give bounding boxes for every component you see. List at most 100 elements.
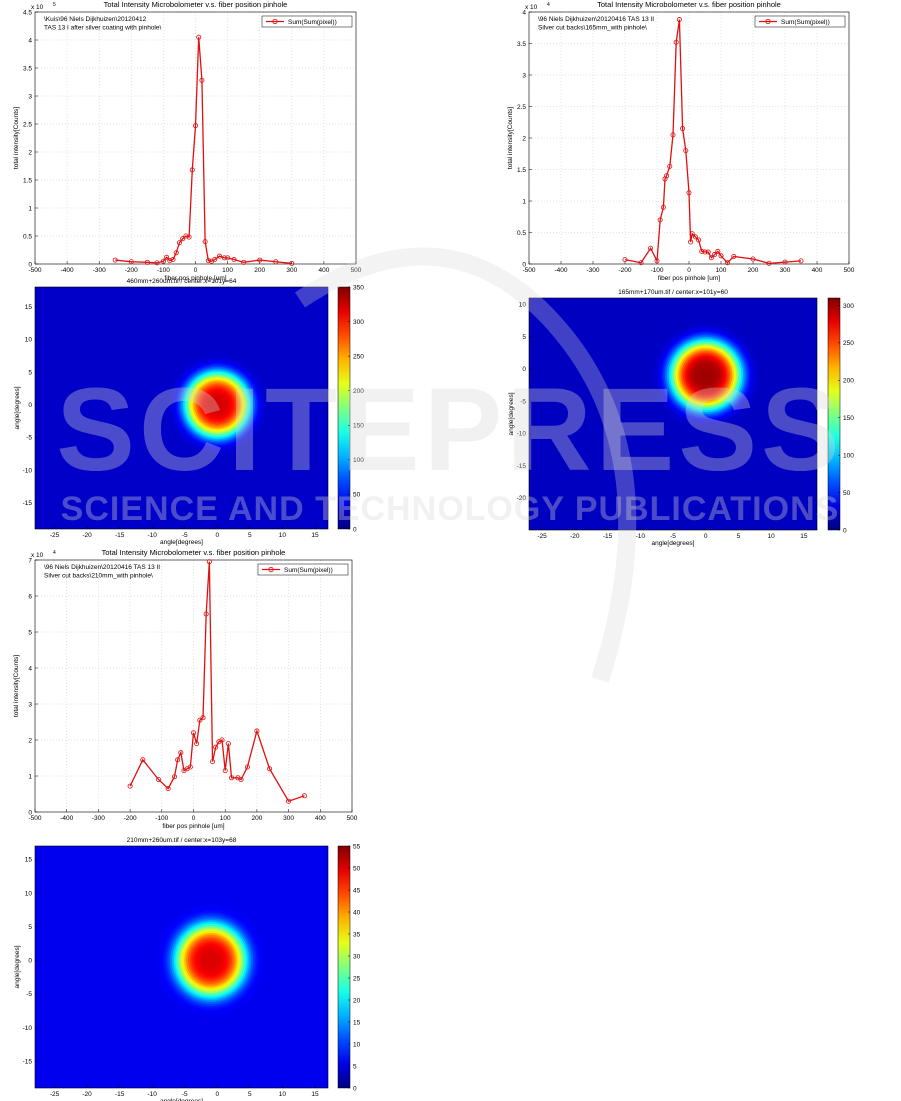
- data-point: [244, 764, 250, 770]
- x-tick-label: 15: [311, 1091, 319, 1098]
- line-chart-line2: -500 -400 -300 -200 -100 0 100 200 300 400 500 0 0.5…: [507, 0, 855, 282]
- data-point: [241, 259, 247, 265]
- x-tick-label: -300: [93, 267, 106, 274]
- data-point: [203, 611, 209, 617]
- x-tick-label: -15: [603, 533, 613, 540]
- heatmap-field: [35, 846, 328, 1088]
- heatmap-field: [35, 287, 328, 529]
- data-point: [186, 234, 192, 240]
- data-point: [257, 257, 263, 263]
- legend-box: [261, 15, 353, 28]
- data-point: [689, 231, 695, 237]
- y-tick-label: -5: [26, 991, 32, 998]
- y-tick-label: 1.5: [517, 167, 526, 174]
- line-chart-line3: -500 -400 -300 -200 -100 0 100 200 300 400 500 0 1 2 3…: [13, 548, 358, 830]
- legend-label: Sum(Sum(pixel)): [284, 567, 333, 574]
- data-point: [686, 190, 692, 196]
- colorbar-tick-label: 100: [353, 457, 364, 464]
- y-tick-label: 1: [28, 205, 32, 212]
- y-tick-label: -20: [517, 495, 527, 502]
- x-tick-label: 300: [283, 815, 294, 822]
- y-axis-label: total intensity[Counts]: [13, 655, 20, 717]
- x-tick-label: 500: [347, 815, 358, 822]
- x-tick-label: 15: [800, 533, 808, 540]
- y-exponent-power: 5: [53, 2, 56, 8]
- y-axis-label: angle[degrees]: [14, 386, 21, 429]
- x-tick-label: -15: [115, 1091, 125, 1098]
- y-tick-label: 0.5: [517, 230, 526, 237]
- data-point: [712, 252, 718, 258]
- y-tick-label: 2: [28, 149, 32, 156]
- x-tick-label: 0: [192, 815, 196, 822]
- data-point: [213, 744, 219, 750]
- x-tick-label: -5: [182, 1091, 188, 1098]
- x-tick-label: -25: [537, 533, 547, 540]
- y-tick-label: -15: [517, 463, 527, 470]
- data-point: [225, 741, 231, 747]
- x-tick-label: -500: [522, 267, 535, 274]
- y-tick-label: 4: [522, 9, 526, 16]
- data-point: [189, 167, 195, 173]
- x-tick-label: 5: [737, 533, 741, 540]
- data-point: [301, 793, 307, 799]
- data-point: [140, 757, 146, 763]
- y-exponent-label: x 10: [31, 4, 44, 11]
- x-tick-label: 0: [215, 532, 219, 539]
- y-tick-label: 5: [28, 924, 32, 931]
- x-tick-label: 500: [351, 267, 362, 274]
- x-tick-label: -10: [147, 1091, 157, 1098]
- x-tick-label: 200: [748, 267, 759, 274]
- data-point: [225, 255, 231, 261]
- colorbar: [337, 286, 351, 530]
- colorbar-tick-label: 250: [843, 340, 854, 347]
- data-point: [654, 258, 660, 264]
- y-axis-label: angle[degrees]: [14, 945, 21, 988]
- data-point: [222, 768, 228, 774]
- data-point: [199, 77, 205, 83]
- data-point: [171, 774, 177, 780]
- data-point: [173, 250, 179, 256]
- chart-annotation: TAS 13 I after silver coating with pinho…: [44, 25, 161, 32]
- line-chart-line1: -500 -400 -300 -200 -100 0 100 200 300 400 500 0 0.5…: [13, 0, 362, 282]
- y-tick-label: 4: [28, 665, 32, 672]
- data-point: [673, 39, 679, 45]
- x-tick-label: 100: [220, 815, 231, 822]
- colorbar-tick-label: 10: [353, 1041, 361, 1048]
- y-tick-label: 1.5: [23, 177, 32, 184]
- data-point: [176, 240, 182, 246]
- y-tick-label: 6: [28, 593, 32, 600]
- data-point: [670, 132, 676, 138]
- y-tick-label: 5: [28, 629, 32, 636]
- legend-label: Sum(Sum(pixel)): [288, 19, 337, 26]
- data-point: [638, 260, 644, 266]
- x-tick-label: 500: [844, 267, 855, 274]
- colorbar-tick-label: 55: [353, 843, 361, 850]
- chart-annotation: \Kuis\96 Niels Dijkhuizen\20120412: [44, 16, 147, 23]
- x-tick-label: -300: [586, 267, 599, 274]
- data-point: [167, 258, 173, 264]
- x-tick-label: 300: [286, 267, 297, 274]
- data-point: [187, 764, 193, 770]
- data-point: [183, 233, 189, 239]
- colorbar-tick-label: 0: [353, 1085, 357, 1092]
- y-tick-label: -5: [520, 398, 526, 405]
- colorbar-tick-label: 50: [353, 492, 361, 499]
- y-tick-label: 0: [28, 402, 32, 409]
- x-tick-label: 5: [248, 1091, 252, 1098]
- data-point: [175, 757, 181, 763]
- data-point: [766, 260, 772, 266]
- legend-box: [257, 563, 349, 576]
- colorbar: [827, 297, 841, 531]
- data-point: [190, 730, 196, 736]
- x-tick-label: -100: [650, 267, 663, 274]
- x-tick-label: 0: [215, 1091, 219, 1098]
- y-tick-label: 10: [519, 302, 527, 309]
- data-point: [192, 123, 198, 129]
- chart-annotation: Silver cut backs\210mm_with pinhole\: [44, 573, 153, 580]
- heatmap-title: 165mm+170um.tif / center:x=101y=60: [618, 289, 728, 296]
- x-tick-label: -10: [147, 532, 157, 539]
- heatmap-title: 460mm+260um.tif / center:x=101y=64: [127, 278, 237, 285]
- data-point: [231, 257, 237, 263]
